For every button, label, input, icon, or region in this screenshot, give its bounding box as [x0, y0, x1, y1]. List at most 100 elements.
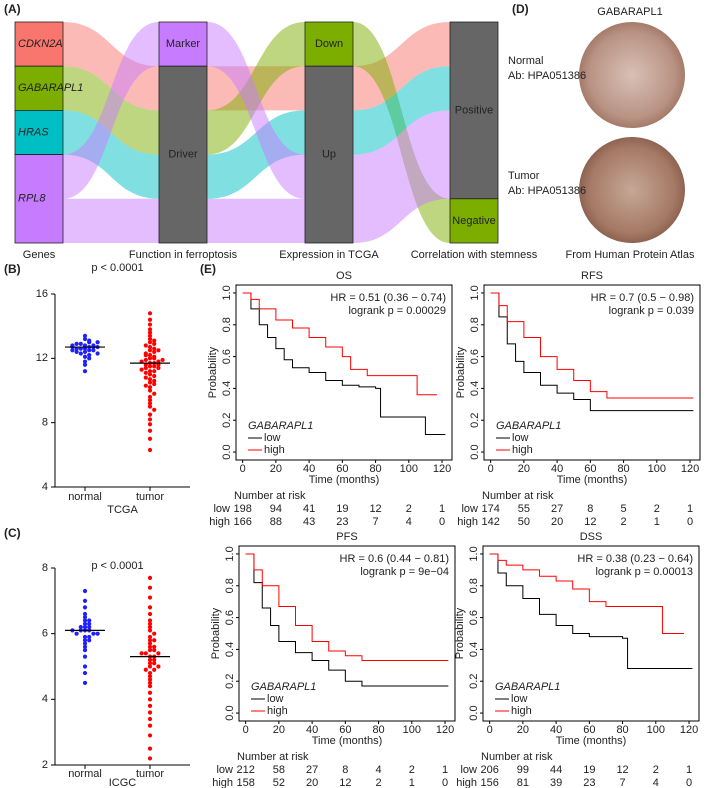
- risk-value: 43: [303, 516, 315, 528]
- data-point: [152, 381, 157, 387]
- chart-title: OS: [336, 270, 352, 282]
- flow-band: [353, 66, 450, 155]
- x-tick-label: tumor: [136, 768, 164, 780]
- data-point: [156, 348, 161, 353]
- panel-label: (A): [4, 2, 21, 16]
- sankey-node: [449, 198, 499, 244]
- y-tick-label: 1.0: [221, 285, 233, 300]
- risk-value: 4: [406, 516, 412, 528]
- data-point: [152, 369, 157, 374]
- legend-label: low: [511, 693, 528, 705]
- column-label: Genes: [23, 249, 56, 261]
- risk-value: 7: [620, 777, 626, 788]
- legend-label: high: [511, 705, 532, 717]
- data-point: [147, 625, 153, 630]
- data-point: [147, 628, 153, 633]
- data-point: [152, 349, 157, 354]
- y-tick-label: 8: [42, 562, 48, 574]
- data-point: [147, 436, 153, 441]
- risk-value: 2: [376, 777, 382, 788]
- sankey-node: [14, 65, 64, 111]
- data-point: [152, 378, 157, 383]
- data-point: [147, 661, 153, 666]
- survival-curve: [242, 292, 446, 436]
- risk-value: 12: [369, 503, 381, 515]
- x-tick-label: 40: [550, 724, 562, 736]
- y-axis-label: Probability: [210, 607, 222, 659]
- data-point: [152, 638, 157, 643]
- logrank: logrank p = 9e−04: [360, 566, 449, 578]
- data-point: [147, 621, 153, 626]
- risk-title: Number at risk: [237, 751, 309, 763]
- data-point: [82, 359, 88, 364]
- tissue-core: [579, 22, 685, 128]
- y-tick-label: 0.6: [224, 610, 236, 625]
- risk-value: 1: [442, 764, 448, 776]
- flow-band: [207, 198, 305, 243]
- legend-title: GABARAPL1: [495, 681, 560, 693]
- x-axis-label: TCGA: [107, 504, 138, 516]
- data-point: [152, 356, 157, 361]
- y-tick-label: 0.0: [221, 444, 233, 459]
- risk-value: 44: [550, 764, 562, 776]
- x-tick-label: 120: [433, 463, 451, 475]
- data-point: [95, 631, 100, 636]
- risk-row-label: low: [213, 503, 230, 515]
- data-point: [147, 404, 153, 409]
- risk-value: 52: [273, 777, 285, 788]
- x-tick-label: 20: [273, 724, 285, 736]
- column-label: Expression in TCGA: [279, 249, 379, 261]
- image-caption: From Human Protein Atlas: [566, 249, 695, 261]
- x-tick-label: 80: [617, 463, 629, 475]
- x-tick-label: 60: [339, 724, 351, 736]
- y-tick-label: 1.0: [224, 546, 236, 561]
- y-tick-label: 0.4: [221, 381, 233, 396]
- data-point: [91, 348, 96, 353]
- data-point: [87, 348, 92, 353]
- data-point: [152, 391, 157, 396]
- node-label: Driver: [168, 149, 198, 161]
- risk-value: 7: [373, 516, 379, 528]
- data-point: [87, 353, 92, 358]
- x-tick-label: tumor: [136, 491, 164, 503]
- antibody-label: Ab: HPA051386: [508, 185, 586, 197]
- y-tick-label: 12: [36, 352, 48, 364]
- x-tick-label: 120: [681, 463, 699, 475]
- risk-value: 0: [687, 516, 693, 528]
- y-tick-label: 0.6: [469, 349, 481, 364]
- y-tick-label: 6: [42, 628, 48, 640]
- data-point: [156, 651, 161, 656]
- data-point: [147, 398, 153, 403]
- y-tick-label: 2: [42, 759, 48, 771]
- panel-label: (C): [4, 526, 21, 540]
- data-point: [78, 625, 83, 630]
- data-point: [82, 605, 88, 610]
- risk-value: 0: [442, 777, 448, 788]
- risk-value: 166: [233, 516, 251, 528]
- data-point: [152, 364, 157, 369]
- data-point: [147, 575, 153, 580]
- data-point: [147, 353, 153, 358]
- data-point: [147, 733, 153, 738]
- data-point: [147, 611, 153, 617]
- sankey-node: [158, 21, 208, 67]
- y-tick-label: 0.0: [468, 705, 480, 720]
- data-point: [82, 588, 88, 594]
- data-point: [152, 338, 157, 343]
- risk-value: 39: [550, 777, 562, 788]
- risk-value: 8: [342, 764, 348, 776]
- x-axis-label: Time (months): [556, 735, 627, 747]
- flow-band: [63, 110, 159, 199]
- image-label: Tumor: [508, 170, 540, 182]
- data-point: [147, 674, 153, 679]
- x-tick-label: normal: [68, 768, 102, 780]
- legend-label: low: [267, 693, 284, 705]
- y-tick-label: 0.2: [469, 413, 481, 428]
- data-point: [147, 380, 153, 385]
- data-point: [82, 598, 88, 603]
- data-point: [147, 677, 153, 682]
- data-point: [152, 667, 157, 672]
- risk-value: 174: [481, 503, 499, 515]
- flow-band: [207, 22, 305, 199]
